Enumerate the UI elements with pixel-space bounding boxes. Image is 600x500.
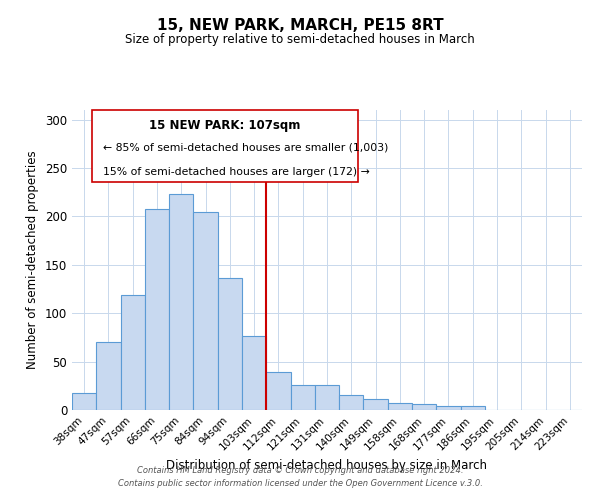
Text: 15% of semi-detached houses are larger (172) →: 15% of semi-detached houses are larger (… — [103, 167, 370, 177]
Bar — [218, 278, 242, 410]
Bar — [290, 385, 315, 410]
Bar — [145, 208, 169, 410]
Y-axis label: Number of semi-detached properties: Number of semi-detached properties — [26, 150, 40, 370]
Bar — [193, 212, 218, 410]
Text: 15 NEW PARK: 107sqm: 15 NEW PARK: 107sqm — [149, 119, 301, 132]
Bar — [461, 406, 485, 410]
Text: Size of property relative to semi-detached houses in March: Size of property relative to semi-detach… — [125, 32, 475, 46]
Text: Contains HM Land Registry data © Crown copyright and database right 2024.
Contai: Contains HM Land Registry data © Crown c… — [118, 466, 482, 487]
X-axis label: Distribution of semi-detached houses by size in March: Distribution of semi-detached houses by … — [167, 458, 487, 471]
Bar — [169, 194, 193, 410]
Text: 15, NEW PARK, MARCH, PE15 8RT: 15, NEW PARK, MARCH, PE15 8RT — [157, 18, 443, 32]
Bar — [436, 406, 461, 410]
Bar — [388, 403, 412, 410]
Bar — [339, 396, 364, 410]
Bar — [242, 336, 266, 410]
Bar — [364, 400, 388, 410]
Text: ← 85% of semi-detached houses are smaller (1,003): ← 85% of semi-detached houses are smalle… — [103, 143, 388, 153]
FancyBboxPatch shape — [92, 110, 358, 182]
Bar — [96, 342, 121, 410]
Bar — [315, 385, 339, 410]
Bar — [412, 404, 436, 410]
Bar — [121, 295, 145, 410]
Bar — [72, 392, 96, 410]
Bar — [266, 372, 290, 410]
